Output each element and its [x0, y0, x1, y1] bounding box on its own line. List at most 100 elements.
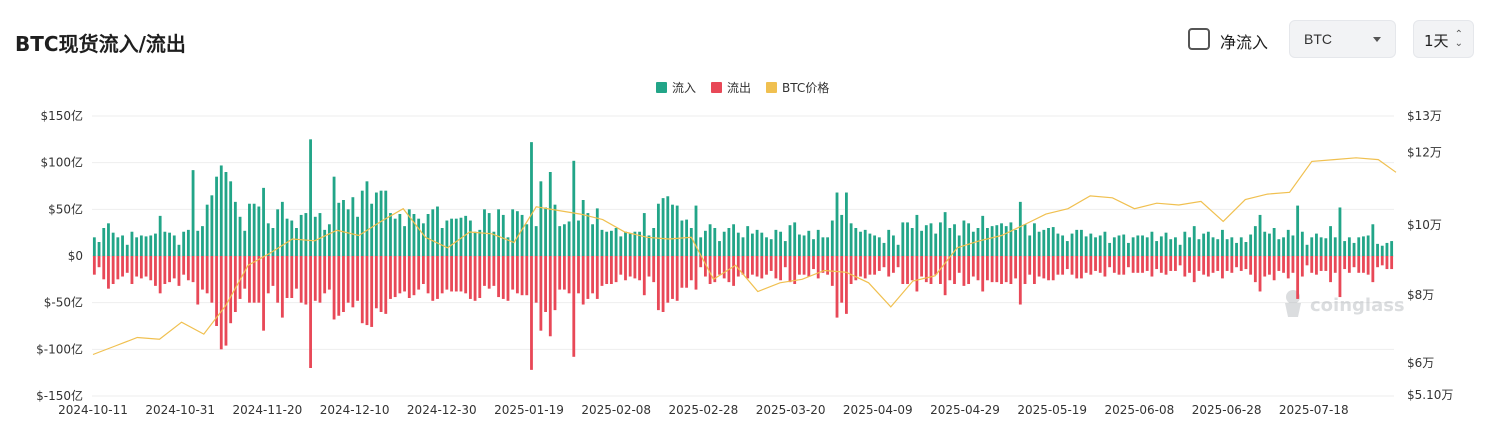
inflow-bar	[1324, 238, 1328, 256]
outflow-bar	[346, 256, 350, 303]
inflow-bar	[421, 223, 425, 256]
inflow-bar	[1347, 237, 1351, 256]
y-right-tick-label: $6万	[1407, 356, 1434, 370]
inflow-bar	[351, 197, 355, 256]
inflow-bar	[727, 228, 731, 256]
inflow-bar	[924, 225, 928, 256]
net-inflow-checkbox[interactable]	[1188, 28, 1210, 50]
outflow-bar	[1338, 256, 1342, 298]
inflow-bar	[1366, 235, 1370, 256]
inflow-bar	[558, 226, 562, 256]
outflow-bar	[962, 256, 966, 286]
inflow-bar	[215, 176, 218, 256]
page-title: BTC现货流入/流出	[15, 32, 186, 56]
inflow-bar	[1371, 224, 1375, 256]
legend-swatch	[711, 82, 722, 93]
outflow-bar	[948, 256, 952, 281]
inflow-bar	[1390, 241, 1394, 256]
inflow-bar	[534, 226, 538, 256]
inflow-bar	[459, 217, 463, 256]
outflow-bar	[699, 256, 703, 268]
outflow-bar	[295, 256, 298, 289]
period-select[interactable]: 1天 ⌃ ⌄	[1413, 20, 1474, 58]
outflow-bar	[1018, 256, 1022, 305]
net-inflow-label[interactable]: 净流入	[1220, 33, 1269, 52]
inflow-bar	[403, 226, 406, 256]
outflow-bar	[1277, 256, 1281, 271]
inflow-bar	[722, 231, 726, 256]
inflow-bar	[365, 181, 369, 256]
outflow-bar	[1249, 256, 1253, 275]
outflow-bar	[910, 256, 914, 281]
inflow-bar	[309, 139, 312, 256]
x-tick-label: 2024-12-10	[320, 403, 390, 417]
outflow-bar	[130, 256, 134, 284]
outflow-bar	[403, 256, 406, 292]
outflow-bar	[332, 256, 336, 320]
outflow-bar	[168, 256, 171, 283]
outflow-bar	[929, 256, 933, 284]
outflow-bar	[1108, 256, 1112, 268]
inflow-bar	[1089, 233, 1093, 256]
inflow-bar	[412, 214, 416, 256]
asset-select[interactable]: BTC	[1289, 20, 1396, 58]
y-left-tick-label: $0	[68, 249, 83, 263]
outflow-bar	[342, 256, 345, 312]
outflow-bar	[609, 256, 613, 284]
inflow-bar	[1239, 237, 1243, 256]
inflow-bar	[953, 224, 956, 256]
inflow-bar	[1065, 241, 1069, 256]
outflow-bar	[271, 256, 275, 286]
inflow-bar	[816, 229, 820, 256]
outflow-bar	[1089, 256, 1093, 275]
outflow-bar	[1174, 256, 1177, 271]
inflow-bar	[1164, 232, 1168, 256]
inflow-bar	[1103, 231, 1107, 256]
x-tick-label: 2025-01-19	[494, 403, 564, 417]
outflow-bar	[1075, 256, 1079, 279]
inflow-bar	[1305, 244, 1309, 256]
inflow-bar	[1000, 223, 1003, 256]
inflow-bar	[736, 232, 740, 256]
outflow-bar	[986, 256, 989, 281]
outflow-bar	[337, 256, 341, 316]
outflow-bar	[191, 256, 195, 283]
outflow-bar	[219, 256, 223, 350]
inflow-bar	[1131, 237, 1135, 256]
outflow-bar	[379, 256, 383, 312]
outflow-bar	[107, 256, 110, 289]
inflow-bar	[1014, 229, 1018, 256]
outflow-bar	[360, 256, 364, 324]
inflow-bar	[1362, 236, 1365, 256]
outflow-bar	[1127, 256, 1130, 268]
outflow-bar	[511, 256, 515, 290]
inflow-bar	[271, 228, 275, 256]
outflow-bar	[967, 256, 971, 284]
inflow-bar	[323, 229, 327, 256]
inflow-bar	[1357, 237, 1361, 256]
inflow-bar	[750, 233, 754, 256]
outflow-bar	[351, 256, 355, 308]
x-tick-label: 2025-06-08	[1105, 403, 1175, 417]
outflow-bar	[774, 256, 778, 279]
x-tick-label: 2025-02-08	[581, 403, 651, 417]
outflow-bar	[788, 256, 792, 283]
inflow-bar	[971, 231, 975, 256]
outflow-bar	[445, 256, 449, 290]
outflow-bar	[210, 256, 214, 303]
outflow-bar	[196, 256, 200, 305]
outflow-bar	[1164, 256, 1168, 275]
y-right-tick-label: $5.10万	[1407, 388, 1453, 402]
outflow-bar	[125, 256, 129, 273]
inflow-bar	[572, 160, 576, 256]
chevron-down-icon	[1373, 37, 1381, 42]
legend-swatch	[766, 82, 777, 93]
outflow-bar	[882, 256, 886, 268]
outflow-bar	[229, 256, 233, 324]
outflow-bar	[680, 256, 684, 288]
outflow-bar	[426, 256, 430, 294]
inflow-bar	[1028, 235, 1032, 256]
outflow-bar	[1357, 256, 1361, 273]
outflow-bar	[689, 256, 693, 281]
outflow-bar	[934, 256, 938, 275]
